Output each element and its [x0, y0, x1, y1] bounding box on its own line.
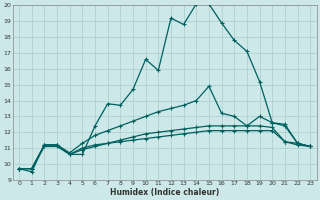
X-axis label: Humidex (Indice chaleur): Humidex (Indice chaleur) — [110, 188, 219, 197]
